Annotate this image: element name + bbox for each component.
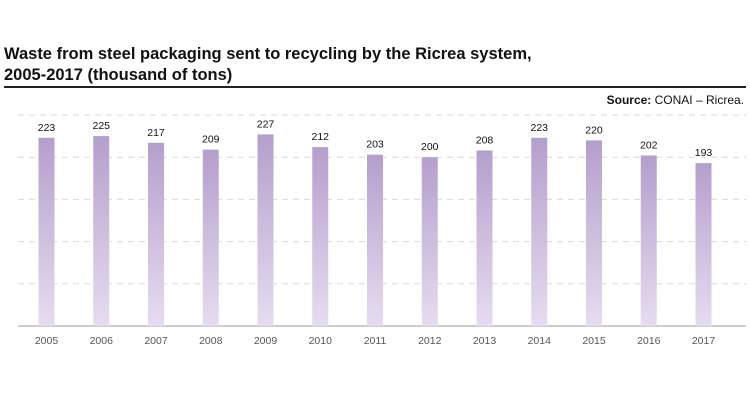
bar-2014 (531, 137, 548, 326)
bar-2008 (202, 149, 219, 326)
x-tick-2009: 2009 (254, 335, 278, 347)
bar-2012 (421, 157, 438, 326)
bar-2013 (476, 150, 493, 326)
data-label-2009: 227 (257, 118, 275, 130)
data-label-2014: 223 (530, 122, 548, 134)
x-tick-2017: 2017 (692, 335, 716, 347)
source-note: Source: CONAI – Ricrea. (607, 93, 744, 107)
data-label-2017: 193 (695, 147, 713, 159)
x-tick-2013: 2013 (473, 335, 497, 347)
x-axis-ticks: 2005 2006 2007 2008 2009 2010 2011 2012 2013 2014… (35, 335, 716, 347)
x-tick-2005: 2005 (35, 335, 59, 347)
data-label-2008: 209 (202, 134, 220, 146)
x-tick-2007: 2007 (144, 335, 168, 347)
data-labels: 223 225 217 209 227 212 203 200 208 223 220 202 193 (38, 118, 713, 159)
data-label-2007: 217 (147, 127, 165, 139)
data-label-2006: 225 (92, 120, 110, 132)
x-tick-2008: 2008 (199, 335, 223, 347)
title-divider (4, 86, 746, 88)
source-text: CONAI – Ricrea. (654, 93, 744, 107)
bar-2011 (367, 154, 383, 326)
bar-2009 (257, 134, 274, 326)
data-label-2011: 203 (366, 139, 384, 151)
x-tick-2016: 2016 (637, 335, 661, 347)
bar-2010 (312, 147, 329, 326)
data-label-2013: 208 (476, 134, 494, 146)
data-label-2016: 202 (640, 140, 658, 152)
data-label-2015: 220 (585, 124, 603, 136)
bar-2005 (38, 137, 55, 326)
bar-2007 (148, 142, 164, 326)
bar-2016 (640, 155, 657, 326)
data-label-2010: 212 (311, 131, 329, 143)
chart-title-line-2: 2005-2017 (thousand of tons) (4, 66, 233, 84)
x-tick-2014: 2014 (528, 335, 552, 347)
data-label-2005: 223 (38, 122, 56, 134)
x-tick-2011: 2011 (364, 335, 387, 347)
bar-2006 (93, 136, 110, 326)
bar-2017 (695, 163, 712, 326)
bar-2015 (586, 140, 602, 326)
data-label-2012: 200 (421, 141, 439, 153)
x-tick-2015: 2015 (582, 335, 606, 347)
x-tick-2006: 2006 (90, 335, 114, 347)
chart-title: Waste from steel packaging sent to recyc… (4, 44, 744, 86)
bars (38, 134, 712, 326)
chart-title-line-1: Waste from steel packaging sent to recyc… (4, 45, 532, 63)
x-tick-2010: 2010 (309, 335, 333, 347)
x-tick-2012: 2012 (418, 335, 442, 347)
source-label: Source: (606, 93, 652, 107)
